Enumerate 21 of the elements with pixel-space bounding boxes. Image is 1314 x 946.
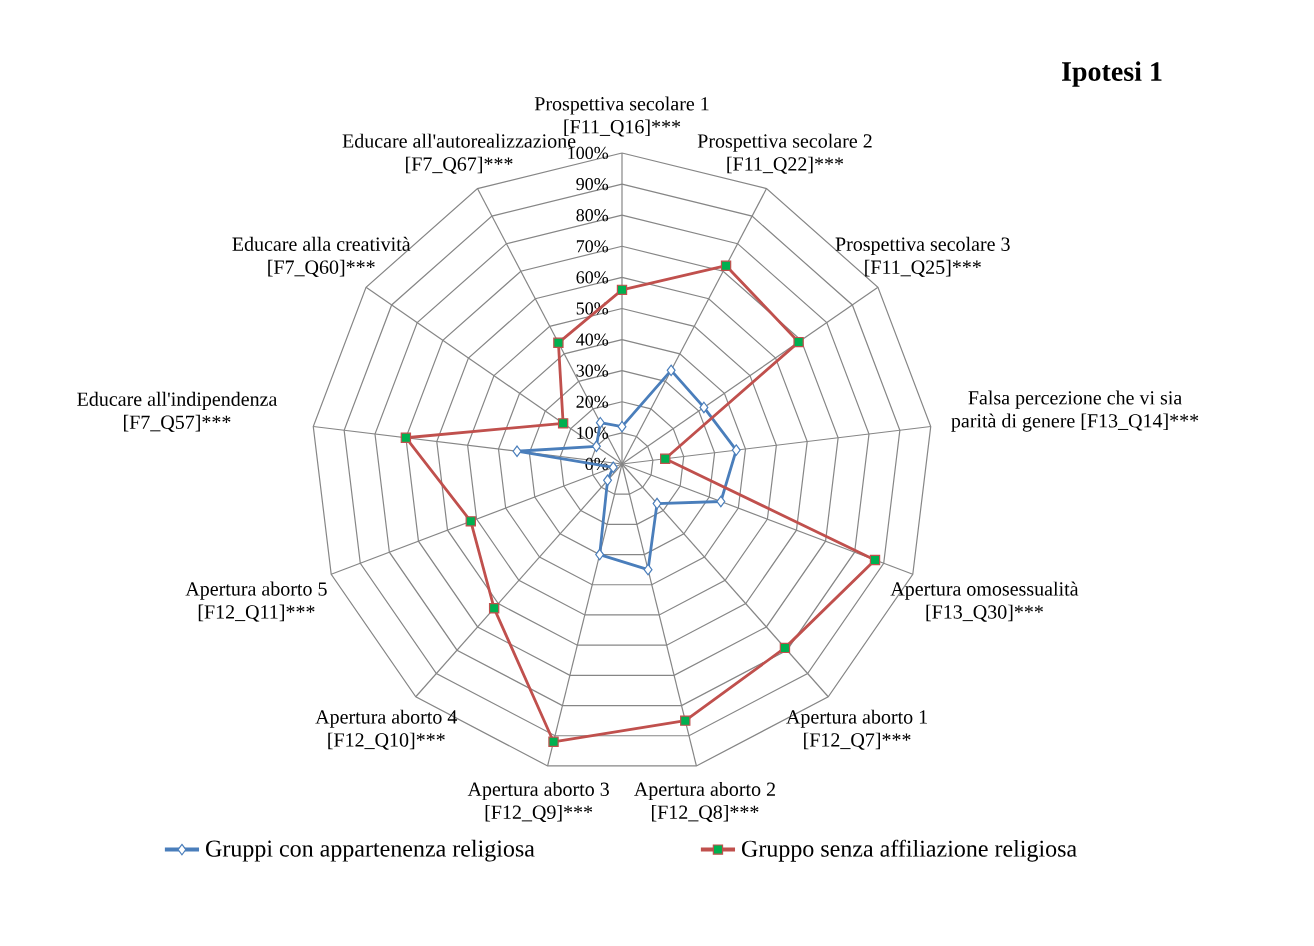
spoke-label: Prospettiva secolare 3 [F11_Q25]*** (835, 236, 1010, 277)
y-tick-label: 100% (568, 146, 609, 160)
spoke-label: Apertura aborto 4 [F12_Q10]*** (315, 709, 458, 750)
spoke-label: Apertura aborto 3 [F12_Q9]*** (467, 781, 609, 823)
y-tick-label: 90% (576, 177, 609, 191)
y-tick-label: 40% (576, 333, 609, 346)
y-tick-label: 60% (576, 271, 609, 284)
y-tick-label: 70% (576, 240, 609, 253)
spoke-label: Educare all'indipendenza [F7_Q57]*** (77, 391, 278, 432)
spoke-label: Apertura aborto 2 [F12_Q8]*** (634, 781, 775, 823)
y-tick-label: 30% (576, 364, 609, 377)
spoke-label: Apertura aborto 5 [F12_Q11]*** (185, 581, 327, 622)
legend-label: Gruppi con appartenenza religiosa (205, 839, 535, 862)
y-tick-label: 80% (576, 209, 609, 222)
spoke-label: Apertura aborto 1 [F12_Q7]*** (786, 709, 927, 750)
spoke-label: Falsa percezione che vi sia parità di genere [F13_Q14]*** (951, 390, 1199, 432)
spoke-label: Educare alla creatività [F7_Q60]*** (232, 236, 411, 277)
spoke-label: Apertura omosessualità [F13_Q30]*** (890, 581, 1079, 622)
y-tick-label: 20% (576, 395, 609, 408)
chart-title: Ipotesi 1 (1062, 61, 1162, 87)
legend-label: Gruppo senza affiliazione religiosa (741, 839, 1077, 862)
